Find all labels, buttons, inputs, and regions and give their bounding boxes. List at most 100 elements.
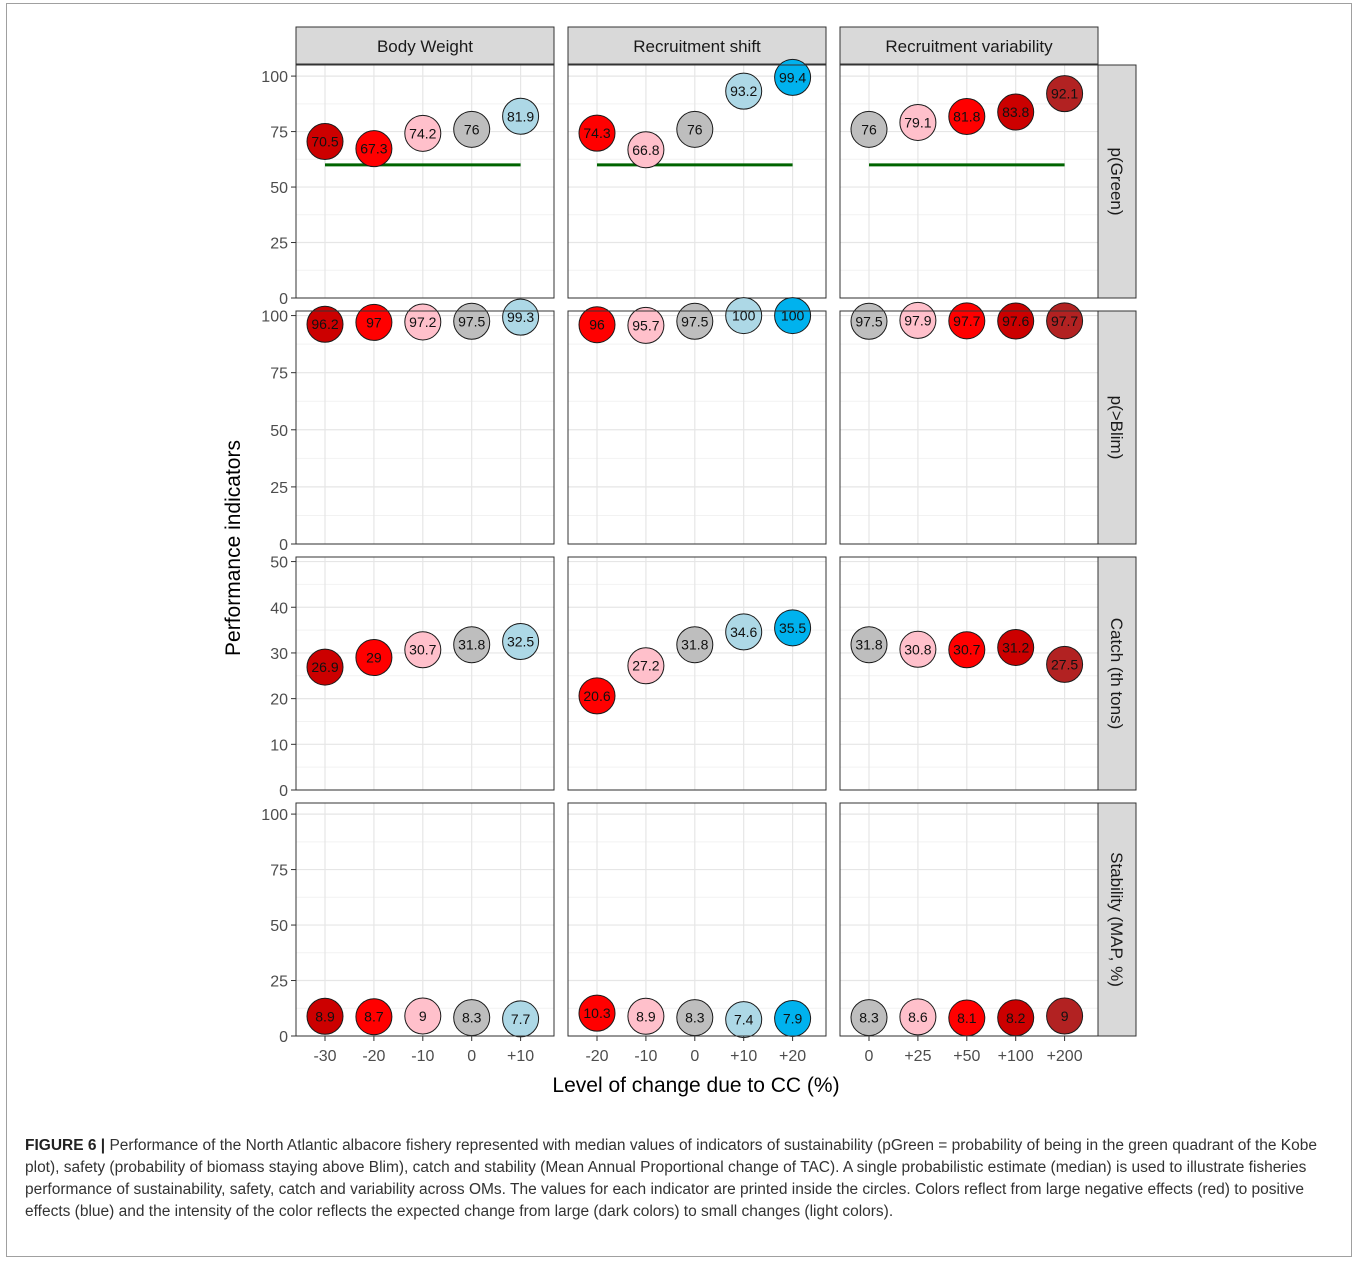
data-label: 8.3 [685,1010,705,1026]
data-label: 97.7 [1051,313,1078,329]
panel-border [567,556,827,791]
panel-border [839,802,1099,1037]
data-label: 26.9 [311,659,338,675]
data-label: 70.5 [311,134,338,150]
y-tick-label: 50 [270,555,288,572]
data-label: 8.1 [957,1010,977,1026]
data-point [578,114,616,152]
data-point [948,631,986,669]
data-point [899,998,937,1036]
data-label: 97.5 [681,313,708,329]
y-tick-label: 10 [270,737,288,754]
facet-strip-column-label: Recruitment variability [885,37,1053,56]
data-label: 97.9 [904,312,931,328]
y-tick-label: 0 [279,291,288,308]
data-label: 8.9 [636,1008,656,1024]
data-point [502,97,540,135]
data-label: 9 [419,1008,427,1024]
data-point [725,297,763,335]
y-tick-label: 20 [270,692,288,709]
data-label: 8.6 [908,1009,928,1025]
x-tick-label: +25 [904,1048,931,1065]
data-point [404,997,442,1035]
x-tick-label: +100 [998,1048,1034,1065]
data-label: 97.5 [458,313,485,329]
data-point [453,302,491,340]
facet-strip-row-label: Catch (th tons) [1107,618,1126,730]
facet-strip-column [567,26,827,65]
data-point [453,626,491,664]
y-tick-label: 0 [279,537,288,554]
data-point [502,298,540,336]
x-tick-label: 0 [467,1048,476,1065]
data-point [850,302,888,340]
data-label: 95.7 [632,317,659,333]
data-point [1046,302,1084,340]
y-tick-label: 100 [261,309,288,326]
data-point [453,110,491,148]
panel-border [839,310,1099,545]
data-label: 35.5 [779,620,806,636]
y-tick-label: 50 [270,918,288,935]
data-point [355,998,393,1036]
panel-border [567,802,827,1037]
y-tick-label: 75 [270,366,288,383]
data-label: 7.7 [511,1011,531,1027]
x-tick-label: -30 [313,1048,336,1065]
data-label: 67.3 [360,141,387,157]
panel-border [295,556,555,791]
data-point [676,110,714,148]
data-label: 74.2 [409,125,436,141]
panel-border [295,64,555,299]
y-tick-label: 100 [261,807,288,824]
x-tick-label: -10 [634,1048,657,1065]
panel-background [840,311,1098,544]
data-point [1046,997,1084,1035]
panel-border [567,310,827,545]
data-label: 10.3 [583,1005,610,1021]
data-label: 99.3 [507,309,534,325]
data-label: 31.8 [681,637,708,653]
y-tick-label: 25 [270,236,288,253]
data-point [404,114,442,152]
facet-strip-row-label: p(>Blim) [1107,396,1126,460]
data-label: 7.9 [783,1010,803,1026]
data-point [578,677,616,715]
data-label: 31.8 [458,637,485,653]
data-label: 83.8 [1002,104,1029,120]
data-label: 76 [687,121,703,137]
data-label: 100 [732,308,756,324]
data-point [774,609,812,647]
y-tick-label: 50 [270,180,288,197]
data-point [404,631,442,669]
data-label: 97 [366,314,382,330]
data-point [502,623,540,661]
data-label: 76 [464,121,480,137]
x-tick-label: +10 [730,1048,757,1065]
data-point [997,93,1035,131]
data-point [725,72,763,110]
data-label: 30.7 [409,642,436,658]
y-tick-label: 25 [270,480,288,497]
data-label: 7.4 [734,1012,754,1028]
figure-caption: FIGURE 6 | Performance of the North Atla… [25,1135,1340,1223]
y-tick-label: 50 [270,423,288,440]
y-tick-label: 0 [279,783,288,800]
x-tick-label: -20 [362,1048,385,1065]
data-point [355,130,393,168]
data-label: 29 [366,650,382,666]
data-label: 92.1 [1051,86,1078,102]
data-label: 32.5 [507,634,534,650]
panel-background [296,311,554,544]
x-tick-label: 0 [690,1048,699,1065]
data-label: 76 [861,121,877,137]
x-tick-label: -10 [411,1048,434,1065]
figure-frame [6,3,1352,1257]
data-point [1046,75,1084,113]
data-point [676,626,714,664]
x-tick-label: +200 [1047,1048,1083,1065]
data-point [355,303,393,341]
data-label: 97.6 [1002,313,1029,329]
data-point [627,997,665,1035]
panel-border [839,556,1099,791]
